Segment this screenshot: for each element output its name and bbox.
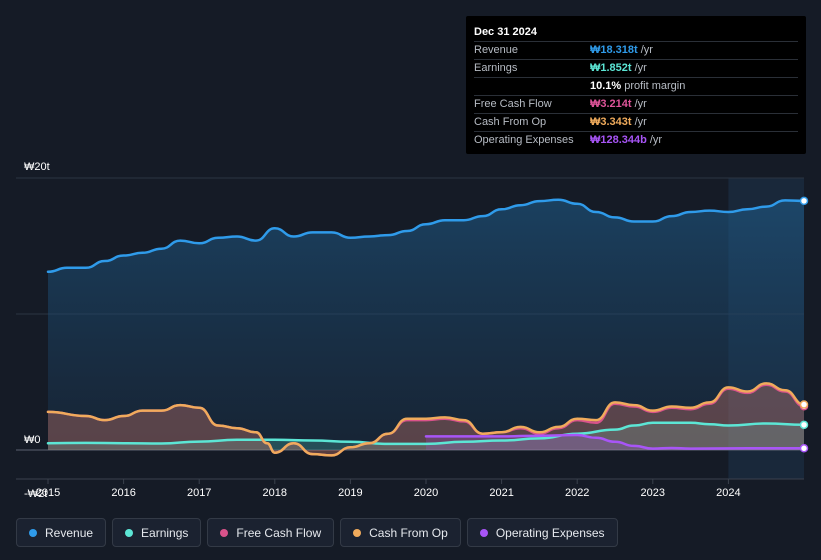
x-tick-label: 2019 bbox=[338, 487, 362, 499]
cash-from-op-line bbox=[46, 382, 806, 457]
x-tick-label: 2017 bbox=[187, 487, 211, 499]
x-tick-label: 2016 bbox=[111, 487, 135, 499]
x-tick-label: 2018 bbox=[263, 487, 287, 499]
x-tick-label: 2022 bbox=[565, 487, 589, 499]
legend-dot-icon bbox=[353, 528, 362, 537]
legend-dot-icon bbox=[29, 528, 37, 537]
revenue-area bbox=[48, 199, 804, 450]
tooltip-row-label: Operating Expenses bbox=[474, 134, 574, 146]
legend-label: Revenue bbox=[45, 525, 94, 540]
tooltip-row-value: ₩3.214t bbox=[590, 98, 632, 110]
x-tick-label: 2023 bbox=[641, 487, 665, 499]
tooltip-panel: Dec 31 2024 Revenue ₩18.318t/yr Earnings ₩1… bbox=[466, 16, 806, 154]
tooltip-row-unit: /yr bbox=[634, 62, 647, 74]
tooltip-row-value: ₩3.343t bbox=[590, 116, 632, 128]
legend-label: Cash From Op bbox=[369, 525, 448, 540]
tooltip-row-label: Earnings bbox=[474, 62, 518, 74]
tooltip-row: 10.1% profit margin bbox=[474, 77, 798, 95]
free-cash-flow-area bbox=[48, 384, 804, 456]
tooltip-row-unit: profit margin bbox=[624, 80, 686, 92]
tooltip-row-unit: /yr bbox=[649, 134, 663, 146]
tooltip-row-label: Cash From Op bbox=[474, 116, 547, 128]
legend-label: Earnings bbox=[141, 525, 189, 540]
tooltip-date: Dec 31 2024 bbox=[474, 26, 537, 38]
earnings-area bbox=[48, 422, 804, 450]
tooltip-row-unit: /yr bbox=[634, 116, 647, 128]
legend-item-earnings[interactable]: Earnings bbox=[112, 518, 202, 547]
legend-dot-icon bbox=[125, 528, 134, 537]
legend-item-free-cash-flow[interactable]: Free Cash Flow bbox=[207, 518, 335, 547]
revenue-endpoint bbox=[799, 196, 809, 206]
series-lines bbox=[46, 198, 806, 457]
tooltip-row: Cash From Op ₩3.343t/yr bbox=[474, 113, 798, 131]
legend-item-operating-expenses[interactable]: Operating Expenses bbox=[466, 518, 618, 547]
tooltip-row-label bbox=[474, 78, 590, 95]
legend: Revenue Earnings Free Cash Flow Cash From O… bbox=[16, 518, 618, 547]
y-tick-label: ₩20t bbox=[24, 161, 50, 173]
y-tick-label: -₩2t bbox=[24, 488, 47, 500]
legend-item-revenue[interactable]: Revenue bbox=[16, 518, 107, 547]
x-tick-label: 2021 bbox=[489, 487, 513, 499]
legend-label: Free Cash Flow bbox=[236, 525, 322, 540]
x-tick-label: 2024 bbox=[716, 487, 740, 499]
legend-item-cash-from-op[interactable]: Cash From Op bbox=[340, 518, 461, 547]
tooltip-row-value: ₩1.852t bbox=[590, 62, 632, 74]
tooltip-row-value: ₩18.318t bbox=[590, 44, 638, 56]
tooltip-row-unit: /yr bbox=[634, 98, 647, 110]
earnings-endpoint bbox=[799, 420, 809, 430]
tooltip-row: Operating Expenses ₩128.344b/yr bbox=[474, 131, 798, 149]
y-axis: ₩20t ₩0 -₩2t bbox=[24, 161, 50, 500]
series-endpoints bbox=[799, 196, 809, 453]
tooltip-row-value: 10.1% bbox=[590, 80, 622, 92]
tooltip-row-label: Free Cash Flow bbox=[474, 98, 552, 110]
x-axis: 2015 2016 2017 2018 2019 2020 2021 2022 2023 2024 bbox=[36, 479, 741, 499]
earnings-line bbox=[46, 421, 806, 446]
revenue-line bbox=[46, 198, 806, 274]
x-tick-label: 2015 bbox=[36, 487, 60, 499]
tooltip-row-unit: /yr bbox=[640, 44, 653, 56]
tooltip-row: Free Cash Flow ₩3.214t/yr bbox=[474, 95, 798, 113]
legend-dot-icon bbox=[220, 528, 229, 537]
legend-label: Operating Expenses bbox=[495, 525, 605, 540]
series-areas bbox=[48, 199, 804, 456]
tooltip-row: Earnings ₩1.852t/yr bbox=[474, 59, 798, 77]
tooltip-row-value: ₩128.344b bbox=[590, 134, 647, 146]
cash-from-op-endpoint bbox=[799, 400, 809, 409]
legend-dot-icon bbox=[479, 528, 488, 537]
x-tick-label: 2020 bbox=[414, 487, 438, 499]
y-tick-label: ₩0 bbox=[24, 434, 41, 446]
tooltip-row: Revenue ₩18.318t/yr bbox=[474, 41, 798, 59]
tooltip-rows: Revenue ₩18.318t/yr Earnings ₩1.852t/yr 10.1… bbox=[474, 41, 798, 149]
operating-expenses-line bbox=[424, 433, 806, 450]
tooltip-row-label: Revenue bbox=[474, 44, 519, 56]
operating-expenses-endpoint bbox=[799, 444, 809, 453]
